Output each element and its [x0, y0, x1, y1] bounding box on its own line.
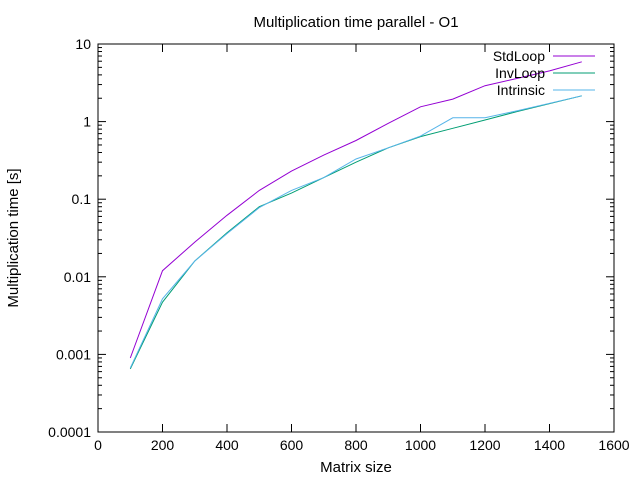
y-tick-label: 0.01 [64, 269, 91, 285]
legend-label-invloop: InvLoop [495, 65, 545, 81]
x-tick-label: 200 [151, 437, 175, 453]
series-line-invloop [129, 95, 582, 370]
legend-label-intrinsic: Intrinsic [497, 82, 545, 98]
series-line-stdloop [129, 61, 582, 359]
x-tick-label: 1000 [405, 437, 436, 453]
x-tick-label: 1600 [598, 437, 629, 453]
series-line-intrinsic [129, 95, 582, 369]
axis-ticks: 0 200 400 600 800 1000 1200 1400 1600 0.0001 0.001… [48, 36, 630, 453]
x-tick-label: 800 [344, 437, 368, 453]
chart-title: Multiplication time parallel - O1 [253, 14, 458, 31]
x-tick-label: 1200 [469, 437, 500, 453]
plot-area [97, 43, 615, 433]
x-tick-label: 400 [215, 437, 239, 453]
x-tick-label: 600 [280, 437, 304, 453]
y-tick-label: 0.1 [72, 191, 92, 207]
series-lines [129, 61, 582, 370]
y-tick-label: 1 [83, 114, 91, 130]
legend-label-stdloop: StdLoop [493, 48, 545, 64]
x-tick-label: 1400 [534, 437, 565, 453]
y-tick-label: 0.0001 [48, 424, 91, 440]
y-tick-label: 10 [75, 36, 91, 52]
y-tick-label: 0.001 [56, 346, 91, 362]
x-axis-label: Matrix size [320, 459, 392, 476]
y-axis-label: Multiplication time [s] [5, 168, 22, 307]
plot-frame [97, 43, 615, 433]
x-tick-label: 0 [94, 437, 102, 453]
